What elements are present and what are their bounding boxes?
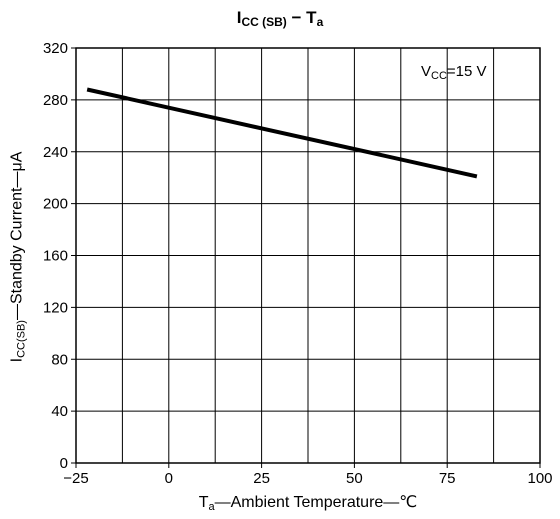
x-axis-label: Ta—Ambient Temperature—℃ <box>198 494 418 513</box>
y-tick-label: 240 <box>43 144 68 161</box>
x-tick-label: 100 <box>527 470 552 487</box>
x-tick-label: 0 <box>165 470 173 487</box>
x-tick-label: −25 <box>63 470 88 487</box>
y-tick-label: 120 <box>43 299 68 316</box>
x-tick-label: 25 <box>253 470 270 487</box>
y-tick-label: 160 <box>43 248 68 265</box>
y-tick-label: 0 <box>60 455 68 472</box>
y-tick-label: 200 <box>43 196 68 213</box>
chart-title: ICC (SB) − Ta <box>236 8 324 29</box>
standby-current-line <box>86 87 478 179</box>
x-tick-label: 75 <box>439 470 456 487</box>
y-tick-label: 280 <box>43 92 68 109</box>
y-tick-label: 80 <box>51 351 68 368</box>
y-tick-label: 320 <box>43 40 68 57</box>
x-tick-label: 50 <box>346 470 363 487</box>
y-tick-label: 40 <box>51 403 68 420</box>
condition-annotation: VCC=15 V <box>421 63 487 82</box>
